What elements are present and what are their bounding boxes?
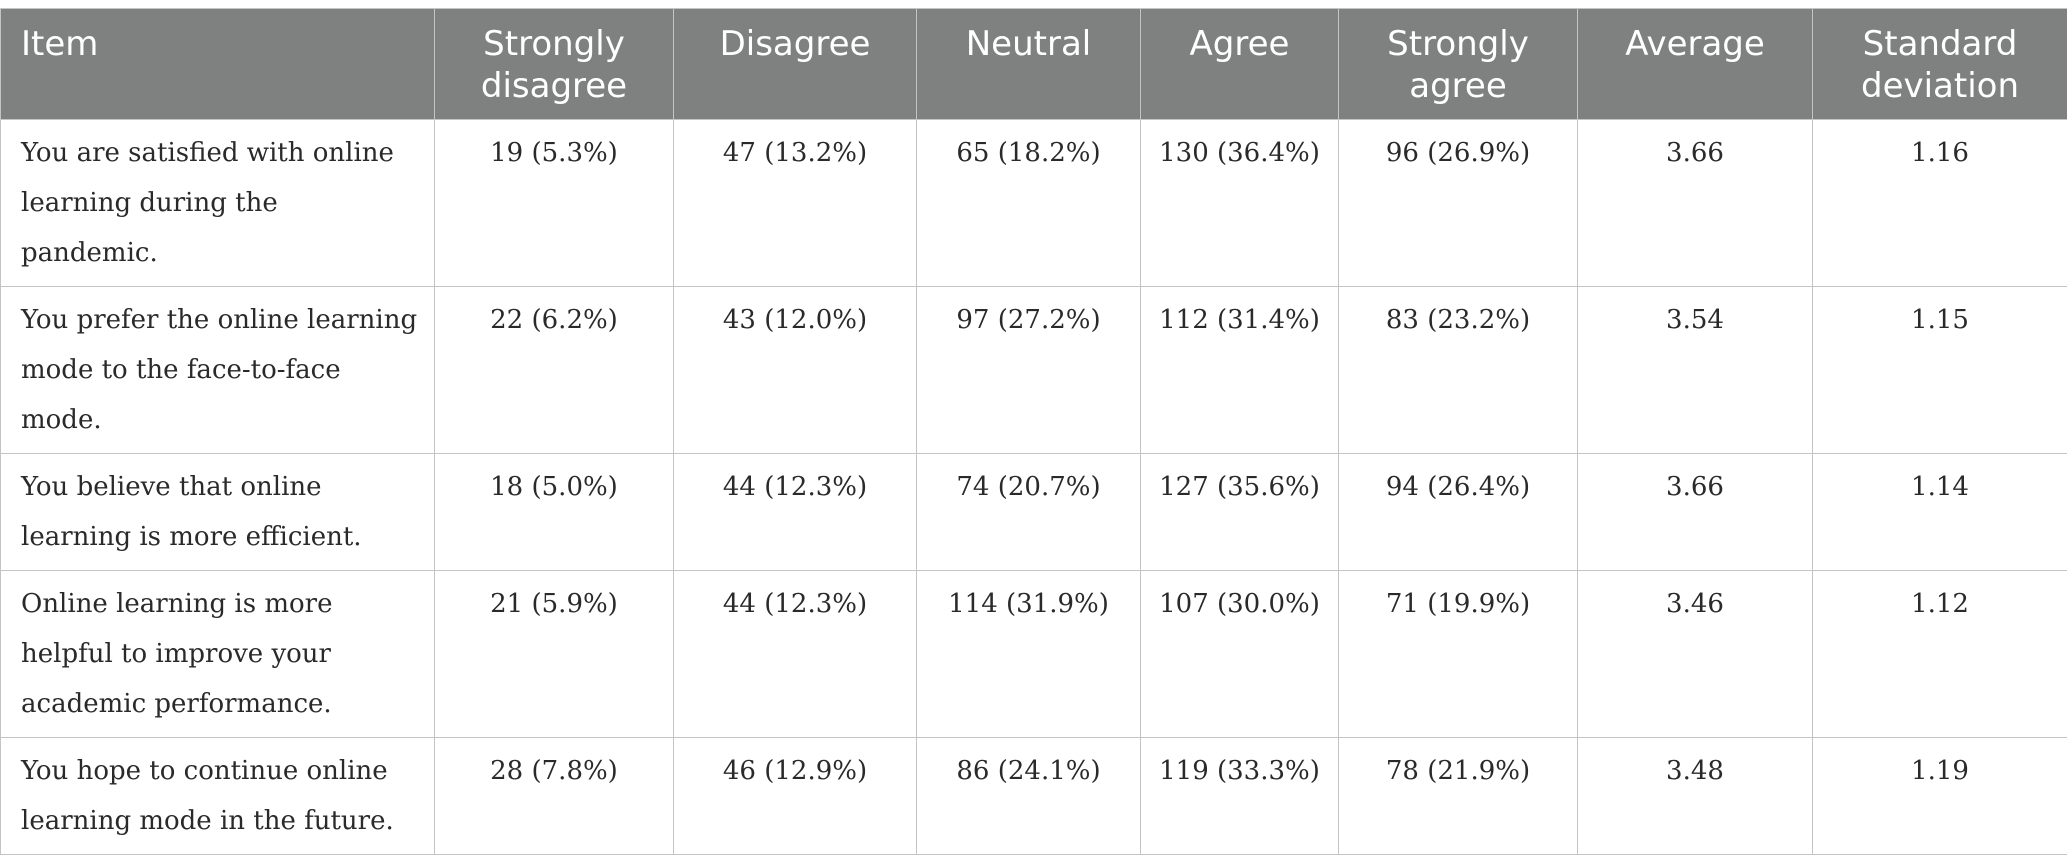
- header-disagree: Disagree: [674, 9, 917, 120]
- average-cell: 3.48: [1578, 738, 1813, 855]
- agree-cell: 112 (31.4%): [1141, 287, 1339, 454]
- strongly-disagree-cell: 28 (7.8%): [435, 738, 674, 855]
- item-cell: You hope to continue online learning mod…: [1, 738, 435, 855]
- standard-deviation-cell: 1.14: [1813, 454, 2067, 571]
- neutral-cell: 74 (20.7%): [917, 454, 1141, 571]
- item-cell: Online learning is more helpful to impro…: [1, 571, 435, 738]
- header-standard-deviation: Standard deviation: [1813, 9, 2067, 120]
- strongly-agree-cell: 78 (21.9%): [1339, 738, 1578, 855]
- neutral-cell: 97 (27.2%): [917, 287, 1141, 454]
- standard-deviation-cell: 1.12: [1813, 571, 2067, 738]
- strongly-agree-cell: 96 (26.9%): [1339, 120, 1578, 287]
- disagree-cell: 44 (12.3%): [674, 571, 917, 738]
- strongly-agree-cell: 71 (19.9%): [1339, 571, 1578, 738]
- agree-cell: 130 (36.4%): [1141, 120, 1339, 287]
- survey-results-table: Item Strongly disagree Disagree Neutral …: [0, 8, 2067, 855]
- table-row: You believe that online learning is more…: [1, 454, 2067, 571]
- strongly-disagree-cell: 18 (5.0%): [435, 454, 674, 571]
- table-row: Online learning is more helpful to impro…: [1, 571, 2067, 738]
- agree-cell: 119 (33.3%): [1141, 738, 1339, 855]
- neutral-cell: 86 (24.1%): [917, 738, 1141, 855]
- header-item: Item: [1, 9, 435, 120]
- item-cell: You are satisfied with online learning d…: [1, 120, 435, 287]
- average-cell: 3.66: [1578, 120, 1813, 287]
- standard-deviation-cell: 1.15: [1813, 287, 2067, 454]
- table-row: You prefer the online learning mode to t…: [1, 287, 2067, 454]
- neutral-cell: 114 (31.9%): [917, 571, 1141, 738]
- header-agree: Agree: [1141, 9, 1339, 120]
- average-cell: 3.46: [1578, 571, 1813, 738]
- average-cell: 3.54: [1578, 287, 1813, 454]
- agree-cell: 107 (30.0%): [1141, 571, 1339, 738]
- table-row: You are satisfied with online learning d…: [1, 120, 2067, 287]
- disagree-cell: 43 (12.0%): [674, 287, 917, 454]
- standard-deviation-cell: 1.16: [1813, 120, 2067, 287]
- disagree-cell: 47 (13.2%): [674, 120, 917, 287]
- header-average: Average: [1578, 9, 1813, 120]
- standard-deviation-cell: 1.19: [1813, 738, 2067, 855]
- header-strongly-agree: Strongly agree: [1339, 9, 1578, 120]
- average-cell: 3.66: [1578, 454, 1813, 571]
- agree-cell: 127 (35.6%): [1141, 454, 1339, 571]
- neutral-cell: 65 (18.2%): [917, 120, 1141, 287]
- table-header-row: Item Strongly disagree Disagree Neutral …: [1, 9, 2067, 120]
- strongly-disagree-cell: 21 (5.9%): [435, 571, 674, 738]
- strongly-agree-cell: 94 (26.4%): [1339, 454, 1578, 571]
- item-cell: You prefer the online learning mode to t…: [1, 287, 435, 454]
- strongly-disagree-cell: 19 (5.3%): [435, 120, 674, 287]
- strongly-disagree-cell: 22 (6.2%): [435, 287, 674, 454]
- table-row: You hope to continue online learning mod…: [1, 738, 2067, 855]
- item-cell: You believe that online learning is more…: [1, 454, 435, 571]
- header-neutral: Neutral: [917, 9, 1141, 120]
- strongly-agree-cell: 83 (23.2%): [1339, 287, 1578, 454]
- disagree-cell: 46 (12.9%): [674, 738, 917, 855]
- disagree-cell: 44 (12.3%): [674, 454, 917, 571]
- header-strongly-disagree: Strongly disagree: [435, 9, 674, 120]
